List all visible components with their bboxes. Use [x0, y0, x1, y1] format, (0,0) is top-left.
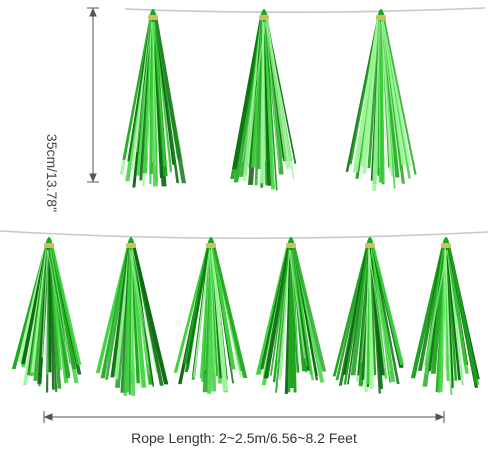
tassel-tie	[376, 15, 386, 20]
tassel-tie	[148, 15, 158, 20]
top-string	[124, 7, 486, 14]
tassel-bottom-5	[332, 237, 405, 394]
tassel-bottom-4	[255, 237, 327, 394]
tassel-tie	[365, 243, 375, 248]
tassel-top-1	[119, 9, 187, 188]
tassel-tie	[126, 243, 136, 248]
tassel-length-label: 35cm/13.78"	[44, 133, 60, 213]
tassel-bottom-6	[410, 237, 480, 395]
tassel-bottom-2	[95, 237, 169, 396]
tassel-tie	[44, 243, 54, 248]
tassel-row-bottom	[11, 237, 480, 396]
rope-dimension-line	[43, 411, 445, 423]
tassel-tie	[259, 15, 269, 20]
tassel-bottom-3	[173, 237, 248, 394]
tassel-tie	[441, 243, 451, 248]
height-dimension-line	[87, 7, 99, 183]
rope-length-label: Rope Length: 2~2.5m/6.56~8.2 Feet	[131, 430, 357, 446]
tassel-row-top	[119, 9, 417, 191]
bottom-string	[0, 230, 488, 240]
tassel-top-3	[345, 9, 417, 191]
tassel-bottom-1	[11, 237, 82, 393]
tassel-top-2	[230, 9, 297, 191]
tassel-tie	[206, 243, 216, 248]
tassel-tie	[286, 243, 296, 248]
